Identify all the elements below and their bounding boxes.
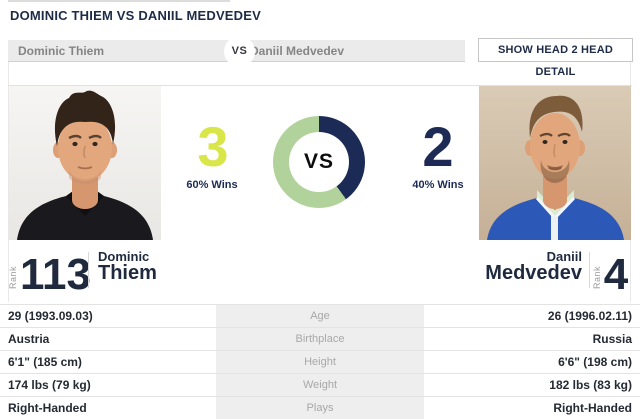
stat-row-height: 6'1" (185 cm) Height 6'6" (198 cm) [0,350,640,373]
panel-divider [8,85,632,86]
player-select-left[interactable]: Dominic Thiem [8,40,240,62]
stat-right-value: 6'6" (198 cm) [558,355,632,369]
player-photo-right [479,86,631,240]
player-select-right[interactable]: Daniil Medvedev [240,40,465,62]
rank-value-left: 113 [20,250,91,299]
top-tab-fragment [8,0,230,2]
stat-left-value: Austria [8,332,50,346]
right-wins-percent: 40% Wins [412,179,464,191]
player-first-name-left: Dominic [98,249,150,264]
stat-row-weight: 174 lbs (79 kg) Weight 182 lbs (83 kg) [0,373,640,396]
vs-badge: VS [224,36,255,67]
right-wins-count: 2 [422,115,454,178]
stat-row-birthplace: Austria Birthplace Russia [0,327,640,350]
stat-left-value: 174 lbs (79 kg) [8,378,91,392]
name-divider-right [589,252,590,288]
stat-left-value: Right-Handed [8,401,87,415]
stat-right-value: Russia [592,332,632,346]
stat-left-value: 6'1" (185 cm) [8,355,82,369]
stat-row-plays: Right-Handed Plays Right-Handed [0,396,640,419]
rank-label-left: Rank [8,266,18,290]
stat-label: Plays [216,397,424,419]
stat-right-value: Right-Handed [553,401,632,415]
stat-right-value: 26 (1996.02.11) [547,309,632,323]
player-last-name-right: Medvedev [485,262,582,284]
stat-left-value: 29 (1993.09.03) [8,309,93,323]
player-first-name-right: Daniil [546,249,582,264]
stat-row-age: 29 (1993.09.03) Age 26 (1996.02.11) [0,304,640,327]
page-title: DOMINIC THIEM VS DANIIL MEDVEDEV [10,8,262,23]
left-wins-count: 3 [197,115,229,178]
rank-value-right: 4 [603,250,629,299]
stat-label: Birthplace [216,328,424,350]
player-photo-left [9,86,161,240]
show-head2head-detail-button[interactable]: SHOW HEAD 2 HEAD DETAIL [478,38,633,78]
stat-label: Height [216,351,424,373]
stats-table: 29 (1993.09.03) Age 26 (1996.02.11) Aust… [0,304,640,419]
donut-vs-label: VS [303,150,334,173]
name-divider-left [88,252,89,288]
stat-right-value: 182 lbs (83 kg) [549,378,632,392]
wins-donut: VS [273,116,365,208]
left-wins-percent: 60% Wins [186,179,238,191]
stat-label: Weight [216,374,424,396]
stat-label: Age [216,305,424,327]
player-last-name-left: Thiem [98,262,157,284]
